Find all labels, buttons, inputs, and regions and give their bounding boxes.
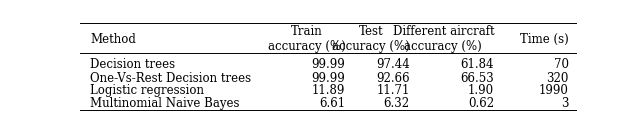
Text: 61.84: 61.84 xyxy=(461,58,494,71)
Text: 99.99: 99.99 xyxy=(312,71,346,84)
Text: 11.71: 11.71 xyxy=(376,84,410,97)
Text: 11.89: 11.89 xyxy=(312,84,346,97)
Text: Method: Method xyxy=(90,33,136,46)
Text: Test
accuracy (%): Test accuracy (%) xyxy=(332,25,410,53)
Text: 97.44: 97.44 xyxy=(376,58,410,71)
Text: 320: 320 xyxy=(546,71,568,84)
Text: Time (s): Time (s) xyxy=(520,33,568,46)
Text: 1990: 1990 xyxy=(539,84,568,97)
Text: Train
accuracy (%): Train accuracy (%) xyxy=(268,25,346,53)
Text: 6.61: 6.61 xyxy=(319,97,346,110)
Text: 99.99: 99.99 xyxy=(312,58,346,71)
Text: 1.90: 1.90 xyxy=(468,84,494,97)
Text: 0.62: 0.62 xyxy=(468,97,494,110)
Text: 3: 3 xyxy=(561,97,568,110)
Text: Logistic regression: Logistic regression xyxy=(90,84,204,97)
Text: Multinomial Naive Bayes: Multinomial Naive Bayes xyxy=(90,97,239,110)
Text: Decision trees: Decision trees xyxy=(90,58,175,71)
Text: 70: 70 xyxy=(554,58,568,71)
Text: 66.53: 66.53 xyxy=(460,71,494,84)
Text: 92.66: 92.66 xyxy=(376,71,410,84)
Text: One-Vs-Rest Decision trees: One-Vs-Rest Decision trees xyxy=(90,71,251,84)
Text: 6.32: 6.32 xyxy=(384,97,410,110)
Text: Different aircraft
accuracy (%): Different aircraft accuracy (%) xyxy=(392,25,494,53)
